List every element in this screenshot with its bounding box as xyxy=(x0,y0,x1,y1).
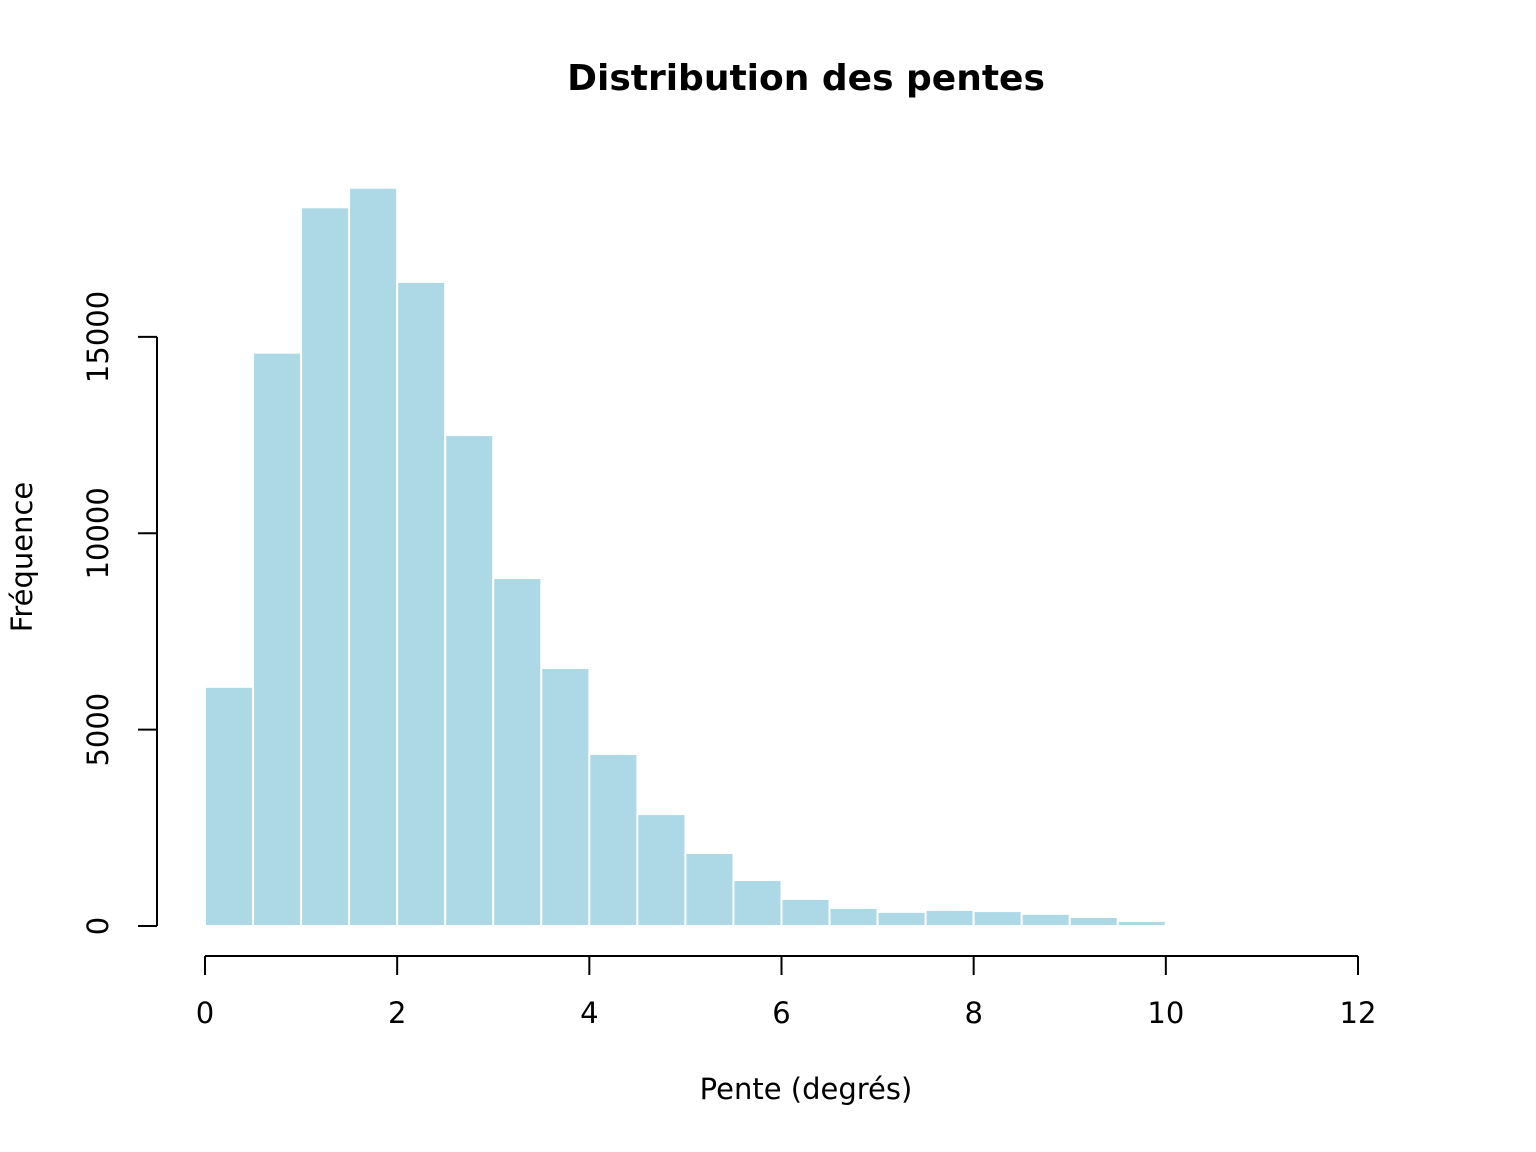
y-tick-label: 5000 xyxy=(81,693,115,767)
bar xyxy=(540,666,591,928)
bar xyxy=(828,906,879,928)
bar xyxy=(636,813,687,927)
bar xyxy=(492,577,543,928)
bar xyxy=(252,351,303,928)
y-axis-label: Fréquence xyxy=(5,482,39,633)
x-tick-label: 0 xyxy=(196,996,214,1030)
bar xyxy=(588,752,639,928)
bar xyxy=(300,206,351,927)
bar xyxy=(1164,923,1215,927)
x-tick-label: 8 xyxy=(964,996,982,1030)
bar xyxy=(348,186,399,927)
bar xyxy=(876,910,927,928)
chart-title: Distribution des pentes xyxy=(567,58,1045,99)
x-axis-label: Pente (degrés) xyxy=(700,1072,913,1106)
x-tick-label: 6 xyxy=(772,996,790,1030)
bar xyxy=(444,434,495,927)
bar xyxy=(924,908,975,928)
bar xyxy=(780,897,831,928)
bar xyxy=(684,851,735,928)
bar xyxy=(396,280,447,927)
bar xyxy=(732,879,783,928)
bar xyxy=(204,685,255,928)
bar xyxy=(1116,919,1167,927)
x-tick-label: 12 xyxy=(1340,996,1377,1030)
bar xyxy=(1068,915,1119,927)
y-tick-label: 0 xyxy=(81,917,115,935)
y-tick-label: 15000 xyxy=(81,291,115,383)
y-tick-label: 10000 xyxy=(81,487,115,579)
x-tick-label: 4 xyxy=(580,996,598,1030)
x-tick-label: 10 xyxy=(1147,996,1184,1030)
bar xyxy=(1020,912,1071,928)
bar xyxy=(972,910,1023,927)
x-tick-label: 2 xyxy=(388,996,406,1030)
